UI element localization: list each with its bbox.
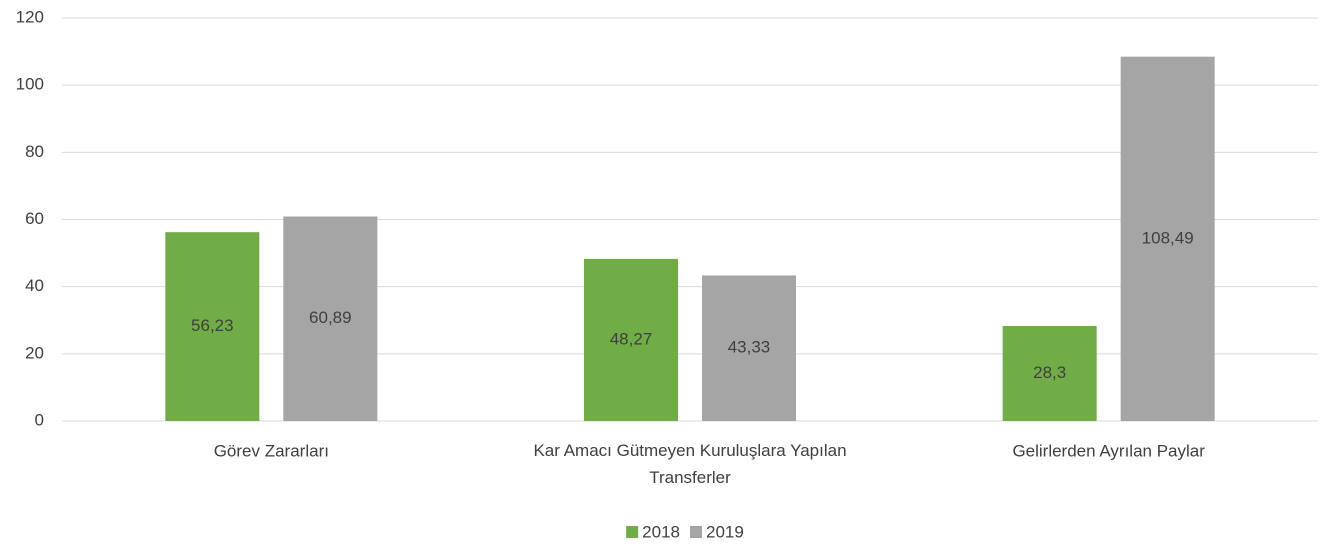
data-label: 48,27 bbox=[610, 329, 653, 348]
bar bbox=[283, 216, 378, 421]
bar bbox=[702, 275, 796, 421]
data-label: 43,33 bbox=[728, 338, 771, 357]
y-tick-label: 40 bbox=[25, 276, 44, 295]
bar bbox=[1002, 325, 1097, 421]
legend-swatch bbox=[626, 526, 639, 538]
y-tick-label: 80 bbox=[25, 142, 44, 161]
x-tick-label: Kar Amacı Gütmeyen Kuruluşlara Yapılan Tr… bbox=[533, 441, 846, 487]
bar bbox=[1120, 56, 1215, 421]
data-label: 56,23 bbox=[191, 316, 234, 335]
y-tick-label: 60 bbox=[25, 209, 44, 228]
y-tick-label: 120 bbox=[16, 7, 44, 26]
data-label: 60,89 bbox=[309, 308, 352, 327]
bar bbox=[584, 258, 678, 421]
y-tick-label: 20 bbox=[25, 343, 44, 362]
data-label: 28,3 bbox=[1033, 363, 1066, 382]
x-tick-label-line: Kar Amacı Gütmeyen Kuruluşlara Yapılan bbox=[533, 441, 846, 460]
legend-swatch bbox=[690, 526, 702, 538]
x-tick-label: Görev Zararları bbox=[214, 441, 329, 460]
y-tick-label: 0 bbox=[35, 410, 44, 429]
data-label: 108,49 bbox=[1142, 228, 1194, 247]
legend: 2018 2019 bbox=[626, 522, 744, 541]
y-tick-label: 100 bbox=[16, 75, 44, 94]
x-tick-label-line: Transferler bbox=[649, 468, 731, 487]
bar bbox=[165, 232, 260, 421]
legend-label: 2019 bbox=[706, 522, 744, 541]
x-tick-label: Gelirlerden Ayrılan Paylar bbox=[1012, 441, 1205, 460]
legend-label: 2018 bbox=[642, 522, 680, 541]
